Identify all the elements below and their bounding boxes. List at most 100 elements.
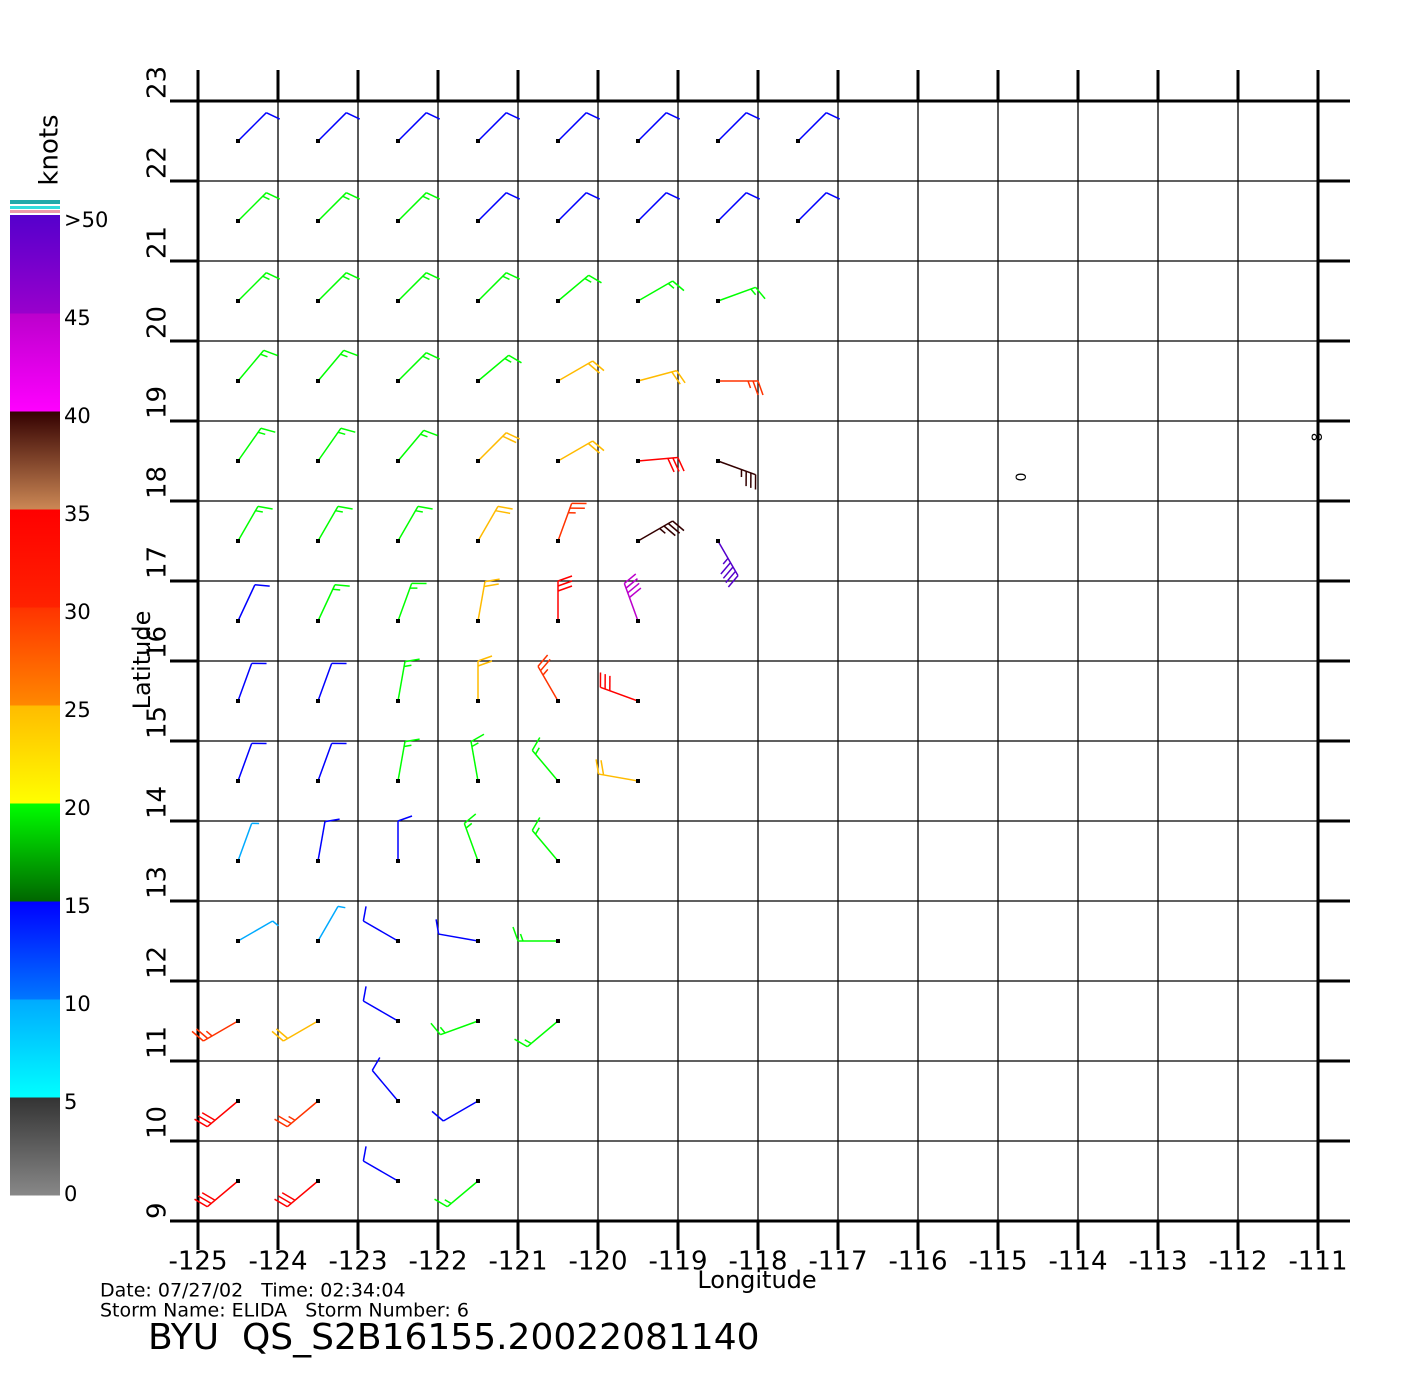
wind-barb [463, 813, 480, 863]
barb-feather [425, 272, 441, 280]
x-tick-label: -125 [168, 1247, 227, 1277]
barb-feather [665, 112, 681, 120]
y-tick-label: 9 [143, 1202, 173, 1219]
wind-barb [396, 815, 413, 863]
barb-dot [556, 459, 560, 463]
y-tick-label: 13 [143, 866, 173, 899]
barb-dot [796, 219, 800, 223]
barb-dot [556, 779, 560, 783]
barb-dot [476, 299, 480, 303]
barb-feather [425, 112, 441, 120]
barb-feather [825, 112, 841, 120]
wind-barb [716, 539, 739, 588]
wind-barb [476, 192, 521, 223]
barb-feather [531, 737, 541, 751]
barb-half [260, 353, 268, 358]
barb-staff [557, 192, 587, 222]
wind-barb [274, 1099, 320, 1128]
wind-barb [716, 379, 764, 396]
barb-half [403, 664, 412, 668]
wind-barb [362, 1146, 400, 1183]
barb-feather [197, 1115, 212, 1125]
barb-dot [396, 1099, 400, 1103]
wind-barb [316, 349, 358, 383]
barb-dot [476, 219, 480, 223]
barb-staff [477, 505, 499, 542]
barb-dot [716, 459, 720, 463]
barb-half [403, 744, 412, 748]
barb-dot [476, 539, 480, 543]
barb-staff [598, 773, 639, 782]
barb-dot [636, 299, 640, 303]
barb-staff [362, 920, 399, 942]
barb-staff [286, 1180, 319, 1208]
wind-barb [470, 733, 485, 783]
wind-barb [556, 440, 605, 463]
x-tick-label: -123 [328, 1247, 387, 1277]
barb-staff [397, 352, 427, 382]
barb-feather [334, 584, 350, 587]
barb-feather [265, 272, 281, 280]
barb-feather [755, 286, 766, 300]
y-tick-label: 12 [143, 946, 173, 979]
barb-half [337, 905, 346, 909]
barb-feather [265, 192, 281, 200]
barb-half [255, 509, 263, 513]
y-tick-label: 14 [143, 786, 173, 819]
barb-feather [722, 566, 734, 579]
barb-half [262, 195, 270, 201]
barb-feather [337, 505, 353, 510]
barb-feather [557, 575, 573, 582]
barb-staff [446, 1180, 479, 1208]
barb-dot [396, 139, 400, 143]
barb-staff [717, 112, 747, 142]
colorbar-title: knots [35, 114, 65, 185]
barb-staff [317, 112, 347, 142]
barb-staff [237, 663, 253, 702]
y-tick-label: 23 [143, 66, 173, 99]
barb-staff [717, 460, 756, 476]
y-tick-label: 19 [143, 386, 173, 419]
barb-feather [477, 655, 493, 662]
x-tick-label: -114 [1048, 1247, 1107, 1277]
barb-dot [556, 619, 560, 623]
x-tick-label: -111 [1288, 1247, 1347, 1277]
wind-barb [194, 1179, 240, 1208]
colorbar-band [10, 313, 60, 412]
barb-staff [637, 280, 674, 302]
barb-staff [442, 1100, 479, 1122]
colorbar-tick-label: 20 [64, 796, 91, 820]
colorbar-band [10, 411, 60, 510]
x-axis-label: Longitude [697, 1266, 816, 1294]
barb-feather [275, 1028, 289, 1040]
barb-staff [397, 661, 406, 702]
barb-dot [476, 379, 480, 383]
colorbar-strip [10, 206, 60, 209]
barb-feather [281, 1192, 296, 1201]
barb-staff [557, 503, 573, 542]
barb-staff [463, 823, 479, 862]
barb-dot [236, 859, 240, 863]
colorbar-tick-label: 30 [64, 600, 91, 624]
barb-feather [345, 192, 361, 200]
barb-staff [637, 112, 667, 142]
wind-barb [362, 906, 400, 943]
barb-staff [440, 1020, 479, 1036]
barb-feather [425, 192, 441, 200]
wind-barb [623, 573, 642, 623]
wind-barb [636, 192, 681, 223]
barb-dot [716, 299, 720, 303]
barb-staff [637, 192, 667, 222]
barb-staff [237, 112, 267, 142]
wind-barb [316, 427, 356, 463]
wind-barb [236, 427, 276, 463]
barb-staff [477, 581, 486, 622]
wind-barb [476, 272, 521, 303]
y-axis-label: Latitude [128, 611, 156, 710]
barb-dot [716, 219, 720, 223]
wind-barb [362, 986, 400, 1023]
barb-dot [236, 299, 240, 303]
barb-half [272, 920, 279, 927]
wind-barb [316, 584, 350, 623]
barb-staff [557, 274, 590, 302]
